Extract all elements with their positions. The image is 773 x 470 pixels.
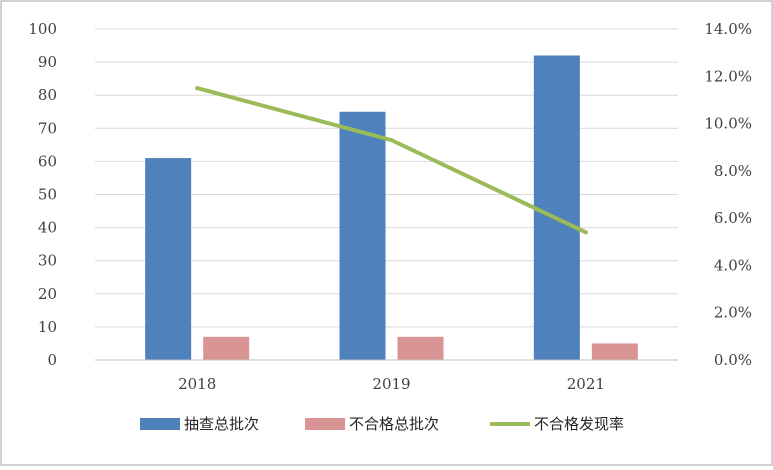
line-series: [195, 86, 588, 235]
legend: 抽查总批次 不合格总批次 不合格发现率: [140, 415, 624, 433]
y-right-tick-label: 6.0%: [714, 209, 752, 227]
y-left-tick-label: 40: [38, 219, 57, 237]
y-left-tick-label: 50: [38, 186, 57, 204]
line-point: [195, 86, 200, 91]
y-right-tick-label: 2.0%: [714, 304, 752, 322]
y-left-tick-label: 60: [38, 152, 57, 170]
bar-unqualified-2021: [591, 343, 638, 360]
y-right-tick-label: 12.0%: [704, 67, 752, 85]
line-point: [389, 138, 394, 143]
bar-unqualified-2019: [397, 336, 444, 360]
x-tick-label: 2019: [372, 375, 410, 393]
legend-unqualified-swatch: [305, 418, 345, 430]
gridlines: [95, 28, 678, 328]
y-right-tick-label: 10.0%: [704, 115, 752, 133]
line-point: [583, 230, 588, 235]
y-left-tick-label: 30: [38, 252, 57, 270]
y-left-tick-label: 70: [38, 119, 57, 137]
x-tick-label: 2018: [178, 375, 216, 393]
bar-sampled-2018: [145, 158, 192, 360]
y-left-tick-label: 90: [38, 53, 57, 71]
y-right-tick-label: 0.0%: [714, 351, 752, 369]
y-left-tick-label: 10: [38, 318, 57, 336]
bars: [145, 55, 638, 360]
bar-sampled-2019: [339, 111, 386, 360]
y-left-tick-label: 80: [38, 86, 57, 104]
x-tick-label: 2021: [567, 375, 605, 393]
legend-rate-label: 不合格发现率: [534, 415, 624, 433]
y-left-tick-label: 0: [47, 351, 57, 369]
bar-unqualified-2018: [203, 336, 250, 360]
legend-unqualified-label: 不合格总批次: [349, 415, 439, 433]
legend-sampled-swatch: [140, 418, 180, 430]
y-left-tick-label: 100: [28, 20, 57, 38]
y-left-tick-label: 20: [38, 285, 57, 303]
y-right-tick-label: 4.0%: [714, 256, 752, 274]
axes: 0 10 20 30 40 50 60 70 80 90 100 0.0% 2.0% 4.0% 6.0% 8.…: [28, 20, 752, 393]
legend-sampled-label: 抽查总批次: [184, 415, 259, 433]
bar-sampled-2021: [533, 55, 580, 360]
y-right-tick-label: 8.0%: [714, 162, 752, 180]
y-right-tick-label: 14.0%: [704, 20, 752, 38]
